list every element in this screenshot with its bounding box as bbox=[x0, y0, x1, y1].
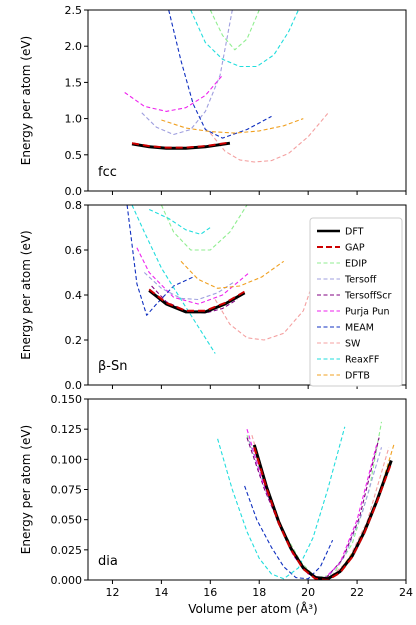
legend-label: MEAM bbox=[345, 323, 374, 334]
y-tick-label: 0.0 bbox=[65, 379, 83, 392]
series-line-dftb bbox=[180, 260, 285, 289]
series-line-tersoff bbox=[141, 10, 233, 136]
series-line-tersoff bbox=[143, 272, 236, 301]
y-tick-label: 0.5 bbox=[65, 149, 83, 162]
legend-label: Tersoff bbox=[344, 275, 377, 286]
series-line-reaxff bbox=[148, 209, 211, 235]
y-tick-label: 0.000 bbox=[51, 574, 83, 587]
y-tick-label: 0.125 bbox=[51, 423, 83, 436]
legend-label: EDIP bbox=[345, 259, 367, 270]
x-tick-label: 12 bbox=[105, 586, 119, 599]
series-line-dftb bbox=[161, 118, 304, 134]
y-tick-label: 0.075 bbox=[51, 484, 83, 497]
series-line-gap bbox=[148, 288, 246, 312]
panel-frame bbox=[87, 398, 407, 581]
x-axis-title: Volume per atom (Å³) bbox=[188, 601, 317, 616]
y-tick-label: 1.5 bbox=[65, 76, 83, 89]
series-line-gap bbox=[253, 447, 393, 580]
series-line-edip bbox=[160, 205, 248, 251]
y-tick-label: 0.4 bbox=[65, 289, 83, 302]
series-line-reaxff bbox=[190, 10, 299, 68]
y-tick-label: 0.0 bbox=[65, 185, 83, 198]
x-tick-label: 14 bbox=[154, 586, 168, 599]
panels-group: 0.0 0.5 1.0 1.5 2.0 2.5 fcc 0.0 0.2 0.4 0.6 0.8 β-Sn… bbox=[51, 4, 407, 587]
shared-x-axis: 12 14 16 18 20 22 24 bbox=[105, 586, 413, 599]
series-line-reaxff bbox=[217, 426, 346, 580]
series-line-meam bbox=[168, 10, 272, 139]
panel-label: β-Sn bbox=[98, 359, 127, 374]
series-group bbox=[217, 421, 395, 580]
panel-frame bbox=[87, 9, 407, 192]
x-tick-label: 22 bbox=[350, 586, 364, 599]
legend-label: SW bbox=[345, 339, 361, 350]
y-tick-label: 2.5 bbox=[65, 4, 83, 17]
panel-0: 0.0 0.5 1.0 1.5 2.0 2.5 fcc bbox=[65, 4, 407, 198]
y-tick-label: 0.025 bbox=[51, 544, 83, 557]
panel-label: dia bbox=[98, 554, 118, 569]
series-group bbox=[126, 205, 319, 354]
series-line-edip bbox=[209, 10, 260, 51]
series-group bbox=[124, 10, 329, 163]
y-tick-label: 0.150 bbox=[51, 393, 83, 406]
x-tick-label: 20 bbox=[301, 586, 315, 599]
legend-label: ReaxFF bbox=[345, 355, 379, 366]
y-tick-label: 0.6 bbox=[65, 244, 83, 257]
y-tick-label: 2.0 bbox=[65, 40, 83, 53]
legend-box bbox=[309, 217, 403, 387]
series-line-gap bbox=[131, 141, 231, 149]
series-line-sw bbox=[209, 113, 329, 163]
legend-label: TersoffScr bbox=[344, 291, 391, 302]
series-line-dft bbox=[148, 289, 246, 314]
panel-label: fcc bbox=[98, 165, 117, 180]
series-line-sw bbox=[214, 267, 319, 341]
y-axis-titles: Energy per atom (eV) Energy per atom (eV)… bbox=[19, 36, 33, 554]
y-tick-label: 0.2 bbox=[65, 334, 83, 347]
y-axis-title: Energy per atom (eV) bbox=[19, 230, 33, 359]
series-line-purja-pun bbox=[124, 74, 223, 112]
x-tick-label: 24 bbox=[399, 586, 413, 599]
x-tick-label: 18 bbox=[252, 586, 266, 599]
legend-label: GAP bbox=[345, 243, 365, 254]
panel-2: 0.000 0.025 0.050 0.075 0.100 0.125 0.150 dia bbox=[51, 393, 407, 587]
legend-label: DFT bbox=[345, 227, 364, 238]
series-line-purja-pun bbox=[246, 429, 378, 580]
panel-1: 0.0 0.2 0.4 0.6 0.8 β-Sn bbox=[65, 199, 407, 392]
series-line-purja-pun bbox=[136, 247, 250, 305]
series-line-tersoffscr bbox=[246, 437, 380, 580]
legend-label: DFTB bbox=[345, 371, 370, 382]
y-tick-label: 1.0 bbox=[65, 113, 83, 126]
series-line-meam bbox=[244, 485, 334, 580]
y-axis-title: Energy per atom (eV) bbox=[19, 425, 33, 554]
series-line-meam bbox=[126, 205, 194, 316]
y-tick-label: 0.050 bbox=[51, 514, 83, 527]
y-tick-label: 0.8 bbox=[65, 199, 83, 212]
legend-label: Purja Pun bbox=[345, 307, 390, 318]
legend: DFT GAP EDIP Tersoff TersoffScr Purja Pun MEAM… bbox=[309, 217, 403, 387]
y-tick-label: 0.100 bbox=[51, 453, 83, 466]
series-line-edip bbox=[246, 421, 383, 579]
x-tick-label: 16 bbox=[203, 586, 217, 599]
series-line-reaxff bbox=[131, 205, 216, 354]
y-axis-title: Energy per atom (eV) bbox=[19, 36, 33, 165]
